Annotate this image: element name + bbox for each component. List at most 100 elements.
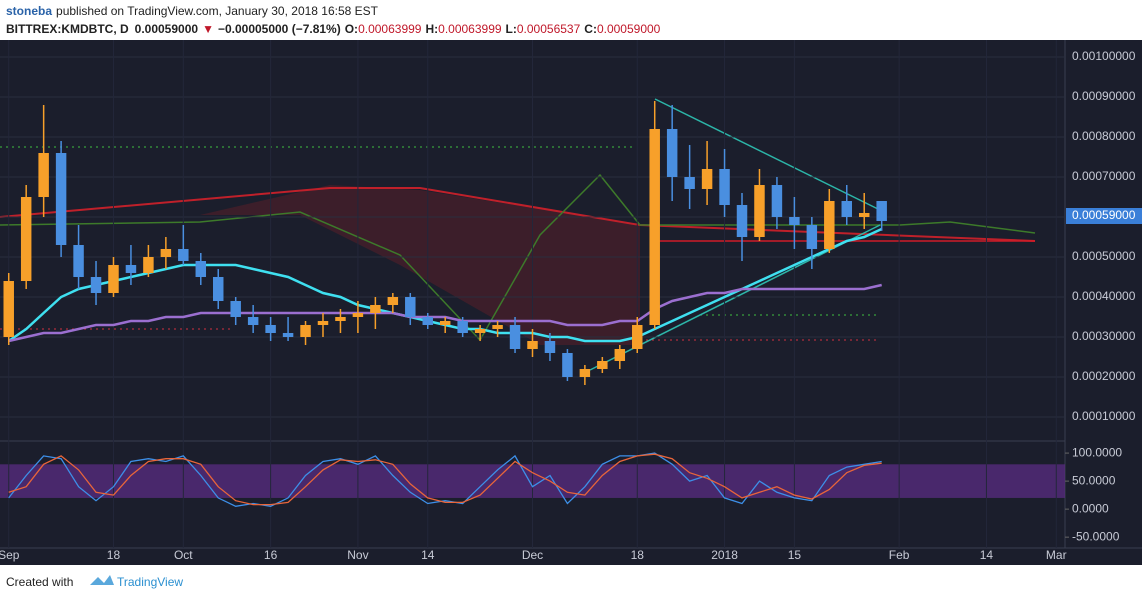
y-tick-label: -50.0000: [1072, 529, 1120, 543]
candle-body: [160, 249, 172, 257]
candle-body: [457, 321, 468, 333]
l-label: L:: [506, 22, 517, 36]
candle-body: [771, 185, 783, 217]
candle-body: [300, 325, 311, 337]
published: published on TradingView.com, January 30…: [56, 4, 379, 18]
x-tick-label: Nov: [347, 548, 368, 562]
footer-brand[interactable]: TradingView: [117, 575, 183, 589]
price-tag-label: 0.00059000: [1072, 208, 1136, 222]
y-tick-label: 100.0000: [1072, 445, 1122, 459]
candle-body: [597, 361, 608, 369]
low: 0.00056537: [517, 22, 581, 36]
candle-body: [265, 325, 276, 333]
x-tick-label: 14: [980, 548, 994, 562]
x-tick-label: 2018: [711, 548, 738, 562]
close: 0.00059000: [597, 22, 661, 36]
y-tick-label: 0.00050000: [1072, 249, 1136, 263]
x-tick-label: 18: [631, 548, 645, 562]
header-line: stoneba published on TradingView.com, Jan…: [6, 4, 379, 18]
price-tag: [1066, 208, 1142, 224]
candle-body: [649, 129, 660, 325]
candle-body: [754, 185, 765, 237]
candle-body: [55, 153, 67, 245]
c-label: C:: [584, 22, 597, 36]
y-tick-label: 0.00100000: [1072, 49, 1136, 63]
candle-body: [108, 265, 119, 293]
high: 0.00063999: [438, 22, 502, 36]
series-line: [8, 453, 882, 506]
candle-body: [439, 321, 451, 325]
candle-body: [282, 333, 294, 337]
candle-body: [352, 313, 364, 317]
candle-body: [579, 369, 591, 377]
candle-body: [509, 325, 521, 349]
trendline: [654, 98, 881, 211]
candle-body: [230, 301, 241, 317]
y-tick-label: 0.00090000: [1072, 89, 1136, 103]
y-tick-label: 0.00010000: [1072, 409, 1136, 423]
candle-body: [736, 205, 748, 237]
candle-body: [474, 329, 486, 333]
series-line: [8, 452, 882, 507]
candle-body: [143, 257, 154, 273]
candle-body: [701, 169, 713, 189]
last: 0.00059000: [135, 22, 199, 36]
candle-body: [562, 353, 573, 377]
y-tick-label: 0.00020000: [1072, 369, 1136, 383]
x-tick-label: Oct: [174, 548, 193, 562]
y-tick-label: 0.00030000: [1072, 329, 1136, 343]
logo: [90, 575, 114, 585]
candle-body: [806, 225, 818, 249]
candle-body: [684, 177, 695, 189]
footer-text: Created with: [6, 575, 73, 589]
x-tick-label: 15: [788, 548, 802, 562]
candle-body: [195, 261, 207, 277]
symbol: BITTREX:KMDBTC, D: [6, 22, 129, 36]
candle-body: [387, 297, 399, 305]
candle-body: [876, 201, 887, 221]
h-label: H:: [425, 22, 438, 36]
candle-body: [335, 317, 346, 321]
x-tick-label: Feb: [889, 548, 910, 562]
x-tick-label: 18: [107, 548, 121, 562]
candle-body: [544, 341, 556, 353]
candle-body: [719, 169, 730, 205]
symbol-line: BITTREX:KMDBTC, D 0.00059000 ▼ −0.00005000 …: [6, 22, 661, 36]
candle-body: [90, 277, 102, 293]
x-tick-label: Sep: [0, 548, 20, 562]
candle-body: [492, 325, 503, 329]
candle-body: [178, 249, 189, 261]
candle-body: [213, 277, 224, 301]
candle-body: [247, 317, 259, 325]
candle-body: [405, 297, 416, 317]
cloud-line: [0, 173, 1036, 342]
candle-body: [20, 197, 32, 281]
x-tick-label: 16: [264, 548, 278, 562]
x-tick-label: Dec: [522, 548, 543, 562]
candle-body: [858, 213, 870, 217]
arrow: ▼: [202, 22, 214, 36]
candle-body: [73, 245, 84, 277]
candle-body: [666, 129, 678, 177]
candle-body: [527, 341, 538, 349]
y-tick-label: 50.0000: [1072, 473, 1116, 487]
candle-body: [3, 281, 14, 337]
candle-body: [38, 153, 49, 197]
candle-body: [422, 317, 433, 325]
axes: 0.00010000 0.00020000 0.00030000 0.00040000…: [0, 49, 1136, 562]
candle-body: [614, 349, 626, 361]
candle-body: [841, 201, 852, 217]
x-tick-label: Mar: [1046, 548, 1067, 562]
candle-body: [125, 265, 137, 273]
cloud-line: [0, 187, 1036, 242]
open: 0.00063999: [358, 22, 422, 36]
candle-body: [370, 305, 381, 313]
y-tick-label: 0.00080000: [1072, 129, 1136, 143]
author[interactable]: stoneba: [6, 4, 52, 18]
change: −0.00005000 (−7.81%): [218, 22, 341, 36]
candle-body: [632, 325, 643, 349]
plot-area: [0, 40, 1065, 548]
candle-body: [789, 217, 800, 225]
y-tick-label: 0.00040000: [1072, 289, 1136, 303]
